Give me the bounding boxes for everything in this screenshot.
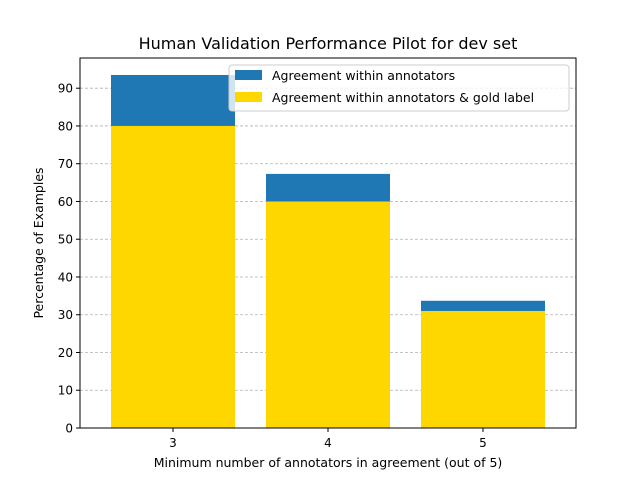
y-tick-label: 10 — [58, 384, 73, 398]
x-tick-label: 3 — [169, 436, 177, 450]
y-tick-label: 70 — [58, 157, 73, 171]
y-axis-label: Percentage of Examples — [31, 167, 46, 318]
bars — [111, 74, 545, 429]
y-tick-label: 0 — [65, 422, 73, 436]
y-tick-label: 90 — [58, 82, 73, 96]
legend-box — [228, 64, 570, 112]
chart-title: Human Validation Performance Pilot for d… — [139, 34, 518, 53]
x-axis-label: Minimum number of annotators in agreemen… — [154, 455, 503, 470]
x-tick-label: 4 — [324, 436, 332, 450]
y-tick-label: 50 — [58, 233, 73, 247]
x-tick-label: 5 — [479, 436, 487, 450]
legend-swatch-gold — [235, 92, 262, 102]
legend: Agreement within annotators Agreement wi… — [228, 64, 570, 112]
y-tick-label: 60 — [58, 195, 73, 209]
bar-agreement-gold — [266, 201, 390, 428]
y-tick-label: 30 — [58, 308, 73, 322]
x-axis-ticks: 3 4 5 — [169, 428, 487, 450]
legend-swatch-agreement — [235, 70, 262, 80]
y-tick-label: 20 — [58, 346, 73, 360]
y-tick-label: 80 — [58, 119, 73, 133]
y-tick-label: 40 — [58, 270, 73, 284]
y-axis-ticks: 0 10 20 30 40 50 60 70 80 90 — [58, 82, 80, 436]
legend-label-agreement: Agreement within annotators — [272, 68, 455, 83]
legend-label-gold: Agreement within annotators & gold label — [272, 90, 534, 105]
bar-agreement-gold — [111, 125, 235, 429]
bar-agreement-gold — [421, 310, 545, 428]
